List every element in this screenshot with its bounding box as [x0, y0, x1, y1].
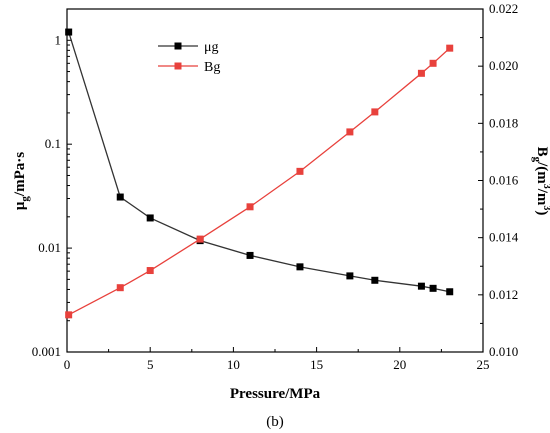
left-y-axis-ticks: 0.001 0.01 0.1 1 — [32, 32, 72, 359]
series-0-point — [65, 28, 73, 36]
series-0-point — [246, 251, 254, 259]
figure-caption: (b) — [266, 414, 284, 430]
plot-frame — [66, 8, 484, 353]
series-1-point — [346, 128, 354, 136]
right-y-tick-label: 0.012 — [489, 287, 518, 302]
left-y-axis-title-sub: g — [19, 196, 31, 202]
series-line-0 — [68, 31, 450, 293]
right-y-tick-label: 0.010 — [489, 344, 518, 359]
right-y-tick-label: 0.018 — [489, 115, 518, 130]
legend-marker-0 — [174, 42, 182, 50]
right-y-tick-label: 0.020 — [489, 58, 518, 73]
series-1-point — [196, 235, 204, 243]
right-y-axis-title-sub: g — [531, 157, 543, 163]
x-tick-label: 0 — [64, 357, 71, 372]
series-line-1 — [68, 47, 451, 316]
left-y-axis-title-rest: /mPa·s — [12, 152, 28, 197]
series-0-point — [346, 272, 354, 280]
right-y-tick-label: 0.014 — [489, 230, 519, 245]
x-tick-label: 25 — [477, 357, 490, 372]
legend: μg Bg — [158, 40, 220, 75]
series-layer — [65, 28, 454, 319]
left-y-tick-label: 0.001 — [32, 344, 61, 359]
series-1-point — [246, 203, 254, 211]
series-1-point — [296, 167, 304, 175]
legend-label-0: μg — [204, 40, 219, 55]
series-1-point — [146, 267, 154, 275]
series-1-point — [417, 69, 425, 77]
series-0-point — [296, 263, 304, 271]
x-axis-title: Pressure/MPa — [230, 386, 321, 402]
series-0-point — [417, 282, 425, 290]
x-tick-label: 15 — [310, 357, 323, 372]
right-y-axis-title-main: B — [534, 147, 550, 157]
right-y-axis-ticks: 0.010 0.012 0.014 0.016 0.018 0.020 0.022 — [478, 1, 519, 359]
legend-marker-1 — [174, 62, 182, 70]
right-y-tick-label: 0.016 — [489, 173, 519, 188]
series-1-point — [371, 108, 379, 116]
series-0-point — [116, 193, 124, 201]
series-1-point — [446, 44, 454, 52]
left-y-tick-label: 0.01 — [38, 240, 61, 255]
right-y-tick-label: 0.022 — [489, 1, 518, 16]
x-tick-label: 5 — [147, 357, 154, 372]
left-y-tick-label: 0.1 — [45, 136, 61, 151]
left-y-tick-label: 1 — [55, 32, 62, 47]
right-y-axis-title-rest2: /m — [534, 188, 550, 206]
series-1-point — [65, 311, 73, 319]
left-y-axis-title: μg/mPa·s — [12, 152, 31, 210]
right-y-axis-title-sup1: 3 — [541, 184, 550, 189]
series-1-point — [429, 59, 437, 67]
series-0-point — [371, 276, 379, 284]
right-y-axis-title-rest1: /(m — [534, 161, 550, 184]
x-tick-label: 20 — [393, 357, 406, 372]
left-y-axis-title-main: μ — [12, 201, 28, 210]
right-y-axis-title-rest3: ) — [534, 210, 550, 215]
x-axis-ticks: 0 5 10 15 20 25 — [64, 347, 490, 372]
series-0-point — [146, 214, 154, 222]
right-y-axis-title-sup2: 3 — [541, 205, 550, 210]
right-y-axis-title: Bg/(m3/m3) — [531, 147, 550, 216]
series-1-point — [116, 284, 124, 292]
series-0-point — [429, 284, 437, 292]
legend-label-1: Bg — [204, 60, 220, 75]
series-0-point — [446, 288, 454, 296]
x-tick-label: 10 — [227, 357, 240, 372]
